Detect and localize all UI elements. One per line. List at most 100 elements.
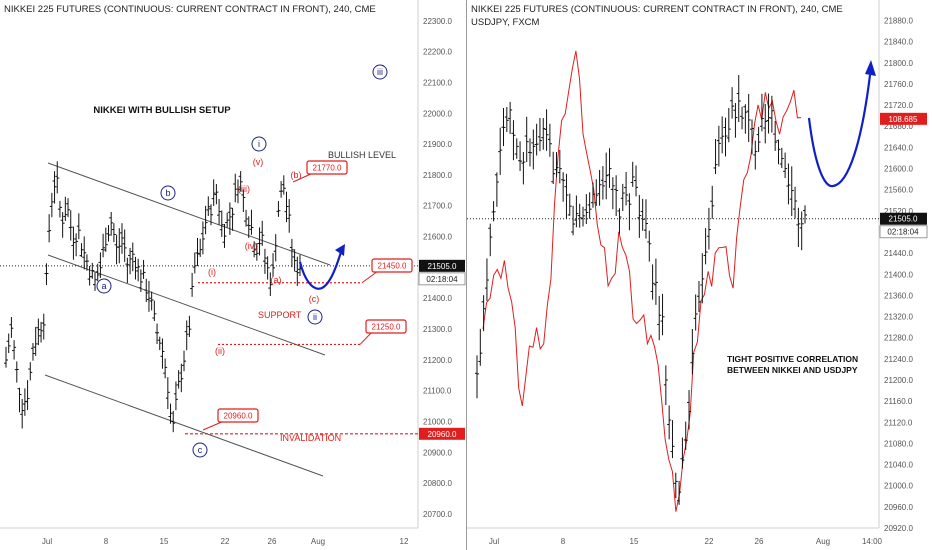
wave-label-circle — [251, 136, 267, 152]
wave-label-red: (c) — [309, 294, 320, 304]
countdown-value: 02:18:04 — [887, 228, 919, 237]
wave-label-ii: ii — [313, 312, 317, 322]
y-tick-label: 21440.0 — [884, 249, 913, 258]
y-tick-label: 21600.0 — [423, 233, 452, 242]
wave-label-red: (iii) — [238, 184, 250, 194]
bullish-level-label: BULLISH LEVEL — [328, 150, 396, 160]
y-tick-label: 20800.0 — [423, 479, 452, 488]
correlation-note-line1: TIGHT POSITIVE CORRELATION — [727, 354, 858, 364]
y-tick-label: 22200.0 — [423, 48, 452, 57]
y-tick-label: 22300.0 — [423, 17, 452, 26]
left-chart-panel[interactable]: NIKKEI 225 FUTURES (CONTINUOUS: CURRENT … — [0, 0, 466, 550]
projection-path — [807, 74, 872, 188]
y-tick-label: 21400.0 — [423, 294, 452, 303]
y-tick-label: 20920.0 — [884, 524, 913, 533]
right-chart-header: NIKKEI 225 FUTURES (CONTINUOUS: CURRENT … — [471, 4, 843, 15]
x-tick-label: 22 — [221, 537, 230, 546]
current-price-value: 21505.0 — [428, 262, 457, 271]
current-price-tag — [419, 259, 465, 272]
y-tick-label: 20900.0 — [423, 448, 452, 457]
left-chart-canvas[interactable]: 22300.0 22200.0 22100.0 22000.0 21900.0 21800… — [0, 0, 466, 550]
callout-box — [306, 160, 348, 175]
y-tick-label: 21000.0 — [884, 482, 913, 491]
y-tick-label: 21360.0 — [884, 291, 913, 300]
wave-label-circle — [160, 185, 176, 201]
wave-label-circle — [307, 309, 323, 325]
wave-label-red: (a) — [271, 275, 282, 285]
wave-label-circle — [96, 278, 112, 294]
x-tick-label: 26 — [755, 537, 764, 546]
x-tick-label: Jul — [42, 537, 52, 546]
x-tick-label: 8 — [561, 537, 566, 546]
callout-price: 20960.0 — [224, 412, 253, 421]
callout-leader — [359, 331, 373, 345]
countdown-value: 02:18:04 — [426, 275, 458, 284]
invalidation-price-tag — [419, 427, 465, 440]
callout-price: 21770.0 — [313, 164, 342, 173]
x-tick-label: 12 — [400, 537, 409, 546]
x-tick-label: Jul — [489, 537, 499, 546]
y-tick-label: 21000.0 — [423, 417, 452, 426]
wave-label-red: (iv) — [245, 241, 258, 251]
y-tick-label: 21600.0 — [884, 165, 913, 174]
y-tick-label: 21800.0 — [423, 171, 452, 180]
current-price-value: 21505.0 — [889, 215, 918, 224]
x-tick-label: 15 — [160, 537, 169, 546]
callout-box — [371, 258, 413, 273]
y-tick-label: 20960.0 — [884, 503, 913, 512]
y-tick-label: 21160.0 — [884, 397, 913, 406]
x-tick-label: 26 — [268, 537, 277, 546]
x-tick-label: 14:00 — [862, 537, 883, 546]
right-chart-panel[interactable]: NIKKEI 225 FUTURES (CONTINUOUS: CURRENT … — [466, 0, 932, 550]
x-tick-label: Aug — [816, 537, 830, 546]
callout-leader — [361, 270, 379, 284]
projection-arrowhead — [865, 60, 876, 76]
ohlc-bars — [4, 161, 302, 433]
wave-label-a: a — [101, 281, 106, 291]
nikkei-ohlc-bars — [475, 75, 807, 505]
right-chart-subheader: USDJPY, FXCM — [471, 17, 540, 28]
usdjpy-price-value: 108.685 — [889, 115, 918, 124]
y-tick-label: 20700.0 — [423, 510, 452, 519]
y-tick-label: 21840.0 — [884, 38, 913, 47]
countdown-tag — [879, 225, 928, 239]
channel-middle-line — [47, 254, 326, 356]
wave-label-c: c — [198, 445, 203, 455]
right-chart-canvas[interactable]: 21880.0 21840.0 21800.0 21760.0 21720.0 21680… — [467, 0, 932, 550]
callout-box — [365, 319, 407, 334]
y-tick-label: 21560.0 — [884, 186, 913, 195]
y-tick-label: 21200.0 — [884, 376, 913, 385]
current-price-tag — [880, 212, 927, 225]
invalidation-label: INVALIDATION — [280, 433, 341, 443]
usdjpy-line — [482, 50, 802, 512]
wave-label-red: (ii) — [215, 346, 225, 356]
wave-label-red: (v) — [253, 157, 264, 167]
callout-price: 21450.0 — [378, 262, 407, 271]
y-tick-label: 21200.0 — [423, 356, 452, 365]
y-tick-label: 21880.0 — [884, 17, 913, 26]
correlation-note-line2: BETWEEN NIKKEI AND USDJPY — [727, 365, 858, 375]
y-tick-label: 22100.0 — [423, 78, 452, 87]
y-tick-label: 21680.0 — [884, 122, 913, 131]
y-tick-label: 21520.0 — [884, 207, 913, 216]
left-chart-header: NIKKEI 225 FUTURES (CONTINUOUS: CURRENT … — [4, 4, 376, 15]
y-tick-label: 21900.0 — [423, 140, 452, 149]
wave-label-b: b — [165, 188, 170, 198]
invalidation-price-value: 20960.0 — [428, 430, 457, 439]
support-label: SUPPORT — [258, 310, 302, 320]
y-tick-label: 22000.0 — [423, 109, 452, 118]
y-tick-label: 21240.0 — [884, 355, 913, 364]
callout-price: 21250.0 — [372, 323, 401, 332]
y-tick-label: 21040.0 — [884, 461, 913, 470]
y-tick-label: 21120.0 — [884, 418, 913, 427]
callout-box — [217, 408, 259, 423]
y-tick-label: 21800.0 — [884, 59, 913, 68]
wave-label-red: (i) — [208, 267, 216, 277]
y-tick-label: 21760.0 — [884, 80, 913, 89]
y-tick-label: 21320.0 — [884, 313, 913, 322]
countdown-tag — [418, 272, 466, 286]
wave-label-i: i — [258, 139, 260, 149]
channel-lower-line — [44, 374, 324, 477]
y-tick-label: 21640.0 — [884, 143, 913, 152]
channel-upper-line — [47, 162, 331, 266]
